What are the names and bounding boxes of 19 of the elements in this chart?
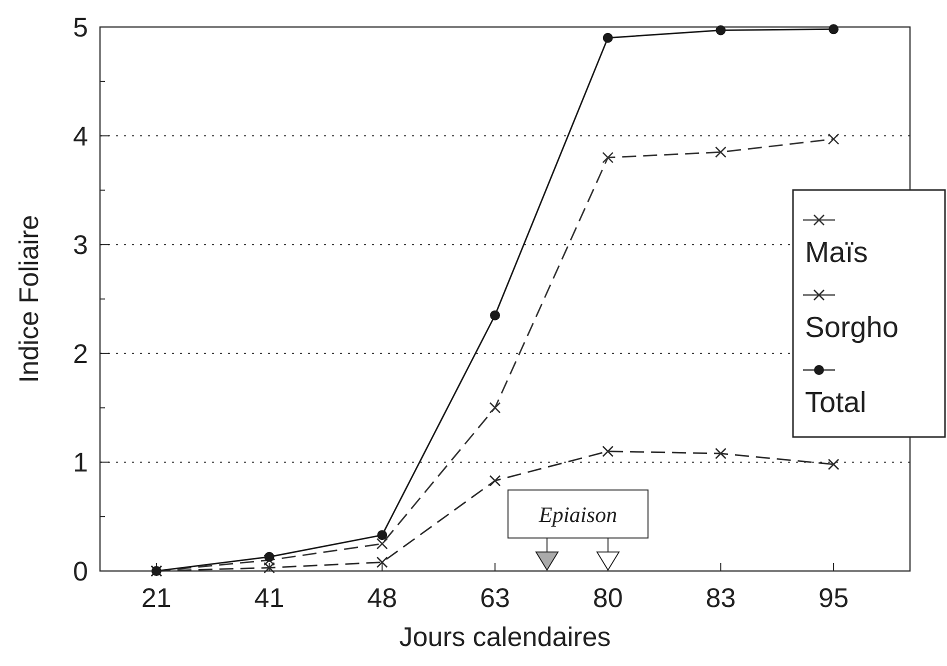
x-axis-title: Jours calendaires (399, 622, 611, 652)
x-tick-label: 95 (818, 583, 849, 613)
x-tick-label: 63 (480, 583, 510, 613)
legend-label: Total (805, 387, 866, 419)
annotation: Epiaison (538, 502, 618, 527)
y-tick-label: 4 (72, 121, 88, 152)
y-axis-title: Indice Foliaire (14, 214, 44, 384)
x-tick-label: 48 (367, 583, 398, 613)
x-tick-label: 21 (141, 583, 172, 613)
y-tick-label: 1 (72, 448, 88, 478)
legend-label: Maïs (805, 237, 868, 269)
x-tick-label: 83 (706, 583, 736, 613)
y-tick-label: 3 (72, 230, 88, 260)
y-tick-label: 0 (72, 556, 88, 586)
legend-label: Sorgho (805, 312, 899, 344)
y-tick-label: 5 (72, 12, 88, 42)
x-tick-label: 41 (254, 583, 284, 613)
x-tick-label: 80 (592, 583, 623, 613)
y-tick-label: 2 (72, 338, 88, 369)
